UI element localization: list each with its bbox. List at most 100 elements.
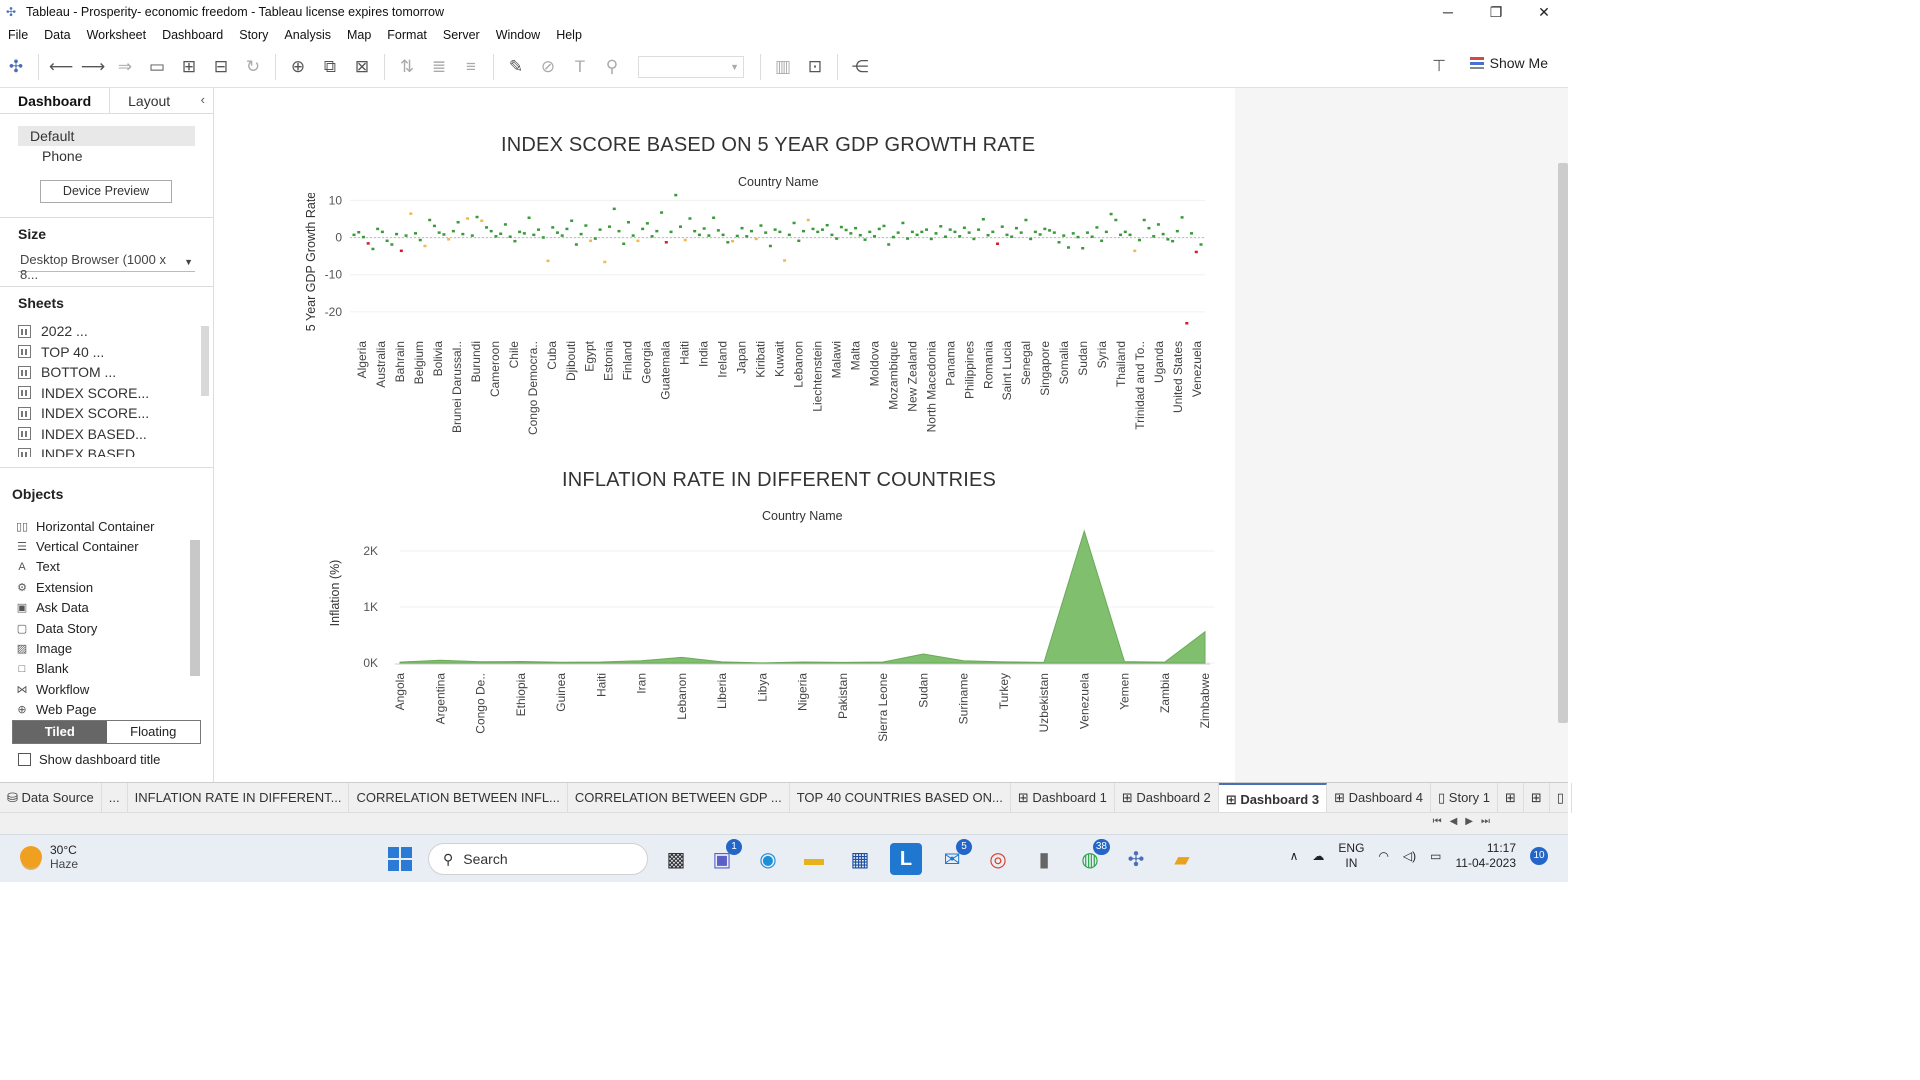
- teams-icon[interactable]: ▣ 1: [706, 839, 742, 875]
- swap-icon[interactable]: ⇅: [399, 56, 415, 76]
- sort-descending-icon[interactable]: ≡: [466, 56, 476, 76]
- windows-start-icon[interactable]: [388, 847, 412, 871]
- chevron-up-icon[interactable]: ∧: [1289, 849, 1299, 863]
- share-icon[interactable]: ⋲: [851, 56, 869, 76]
- object-ask-data[interactable]: ▣ Ask Data: [16, 598, 214, 618]
- file-explorer-icon[interactable]: ▬: [804, 847, 824, 870]
- sheet-item[interactable]: INDEX BASED...: [18, 444, 213, 457]
- presentation-mode-icon[interactable]: ⊡: [807, 56, 823, 76]
- wifi-icon[interactable]: ◠: [1378, 849, 1389, 863]
- menu-dashboard[interactable]: Dashboard: [162, 28, 224, 42]
- inflation-chart[interactable]: 0K 1K 2K Inflation (%) Angola Argentina Congo …: [215, 523, 1215, 783]
- onedrive-icon[interactable]: ☁: [1312, 849, 1325, 863]
- notification-badge[interactable]: 10: [1530, 847, 1548, 865]
- sheet-navigation-icon[interactable]: ⏮◀▶⏭: [1432, 816, 1498, 827]
- sheet-item[interactable]: INDEX SCORE...: [18, 403, 213, 424]
- scrollbar-thumb[interactable]: [190, 540, 200, 676]
- sheet-item[interactable]: INDEX BASED...: [18, 424, 213, 445]
- menu-story[interactable]: Story: [239, 28, 269, 42]
- device-preview-button[interactable]: Device Preview: [40, 180, 172, 203]
- language-indicator[interactable]: ENG IN: [1338, 841, 1364, 871]
- replay-icon[interactable]: ⇒: [117, 56, 133, 76]
- size-dropdown[interactable]: Desktop Browser (1000 x 8... ▼: [18, 252, 195, 282]
- floating-button[interactable]: Floating: [130, 724, 177, 739]
- tab-dashboard-2[interactable]: ⊞ Dashboard 2: [1115, 782, 1219, 813]
- whatsapp-icon[interactable]: ◍ 38: [1074, 839, 1110, 875]
- linkedin-learning-icon[interactable]: L: [890, 843, 922, 875]
- new-worksheet-tab-icon[interactable]: ⊞: [1498, 782, 1524, 813]
- sort-ascending-icon[interactable]: ≣: [431, 56, 447, 76]
- object-blank[interactable]: □ Blank: [16, 659, 214, 679]
- minimize-icon[interactable]: ─: [1443, 4, 1453, 20]
- tab-data-source[interactable]: ⛁ Data Source: [0, 782, 102, 813]
- store-icon[interactable]: ▦: [850, 848, 870, 871]
- tableau-taskbar-icon[interactable]: ✣: [1127, 848, 1145, 871]
- show-title-checkbox[interactable]: Show dashboard title: [18, 752, 160, 767]
- taskbar-search[interactable]: ⚲ Search: [428, 843, 648, 875]
- tab-dashboard[interactable]: Dashboard: [0, 88, 111, 113]
- battery-icon[interactable]: ▭: [1430, 849, 1442, 863]
- mail-icon[interactable]: ✉ 5: [936, 839, 972, 875]
- object-web-page[interactable]: ⊕ Web Page: [16, 700, 214, 720]
- save-icon[interactable]: ▭: [148, 56, 166, 76]
- redo-icon[interactable]: ⟶: [80, 56, 106, 76]
- tab-sheet[interactable]: TOP 40 COUNTRIES BASED ON...: [790, 782, 1011, 813]
- fit-dropdown[interactable]: ▼: [638, 55, 744, 78]
- sheet-item[interactable]: 2022 ...: [18, 321, 213, 342]
- menu-file[interactable]: File: [8, 28, 29, 42]
- clear-sheet-icon[interactable]: ⊠: [354, 56, 370, 76]
- tab-sheet[interactable]: CORRELATION BETWEEN INFL...: [349, 782, 568, 813]
- sheet-item[interactable]: BOTTOM ...: [18, 362, 213, 383]
- new-data-source-icon[interactable]: ⊞: [181, 56, 197, 76]
- object-horizontal-container[interactable]: ▯▯ Horizontal Container: [16, 516, 214, 536]
- tab-sheet[interactable]: CORRELATION BETWEEN GDP ...: [568, 782, 790, 813]
- new-worksheet-icon[interactable]: ⊕: [290, 56, 306, 76]
- new-dashboard-tab-icon[interactable]: ⊞: [1524, 782, 1550, 813]
- tab-story-1[interactable]: ▯ Story 1: [1431, 782, 1498, 813]
- tab-layout[interactable]: Layout: [128, 93, 171, 109]
- tiled-button[interactable]: Tiled: [13, 721, 107, 743]
- objects-scrollbar[interactable]: [190, 528, 200, 724]
- collapse-pane-icon[interactable]: ‹: [200, 92, 205, 107]
- highlight-icon[interactable]: ✎: [508, 56, 524, 76]
- object-image[interactable]: ▨ Image: [16, 638, 214, 658]
- weather-widget[interactable]: 30°C Haze: [20, 843, 78, 871]
- chrome-icon[interactable]: ◎: [989, 848, 1007, 871]
- gdp-growth-chart[interactable]: 10 0 -10 -20 5 Year GDP Growth Rate.. Algeria…: [215, 193, 1215, 483]
- edge-icon[interactable]: ◉: [759, 848, 777, 871]
- canvas-scrollbar[interactable]: [1558, 163, 1568, 723]
- tab-dashboard-4[interactable]: ⊞ Dashboard 4: [1327, 782, 1432, 813]
- menu-help[interactable]: Help: [556, 28, 582, 42]
- menu-map[interactable]: Map: [346, 28, 372, 42]
- format-brush-icon[interactable]: ⊤: [1432, 58, 1446, 75]
- pin-icon[interactable]: ⚲: [605, 56, 619, 76]
- close-icon[interactable]: ✕: [1538, 3, 1550, 20]
- pause-updates-icon[interactable]: ⊟: [213, 56, 229, 76]
- task-view-icon[interactable]: ▩: [666, 848, 686, 871]
- show-labels-icon[interactable]: T: [574, 56, 586, 76]
- menu-server[interactable]: Server: [442, 28, 480, 42]
- tab-sheet[interactable]: INFLATION RATE IN DIFFERENT...: [128, 782, 350, 813]
- undo-icon[interactable]: ⟵: [48, 56, 74, 76]
- group-members-icon[interactable]: ⊘: [540, 56, 556, 76]
- menu-analysis[interactable]: Analysis: [284, 28, 331, 42]
- clock[interactable]: 11:17 11-04-2023: [1456, 841, 1517, 871]
- device-default[interactable]: Default: [18, 126, 195, 146]
- device-phone[interactable]: Phone: [42, 148, 83, 164]
- cards-icon[interactable]: ▥: [774, 56, 792, 76]
- object-data-story[interactable]: ▢ Data Story: [16, 618, 214, 638]
- object-text[interactable]: A Text: [16, 557, 214, 577]
- folder-cloud-icon[interactable]: ▰: [1174, 848, 1190, 871]
- sheets-scrollbar[interactable]: [201, 326, 209, 396]
- menu-data[interactable]: Data: [44, 28, 71, 42]
- tab-dashboard-3[interactable]: ⊞ Dashboard 3: [1218, 782, 1328, 813]
- duplicate-sheet-icon[interactable]: ⧉: [323, 56, 337, 76]
- volume-icon[interactable]: ◁): [1402, 849, 1417, 863]
- refresh-icon[interactable]: ↻: [245, 56, 261, 76]
- menu-format[interactable]: Format: [387, 28, 427, 42]
- new-story-tab-icon[interactable]: ▯: [1550, 782, 1572, 813]
- show-me-button[interactable]: Show Me: [1469, 55, 1548, 71]
- menu-window[interactable]: Window: [495, 28, 541, 42]
- restore-icon[interactable]: ❐: [1489, 3, 1503, 20]
- object-extension[interactable]: ⚙ Extension: [16, 577, 214, 597]
